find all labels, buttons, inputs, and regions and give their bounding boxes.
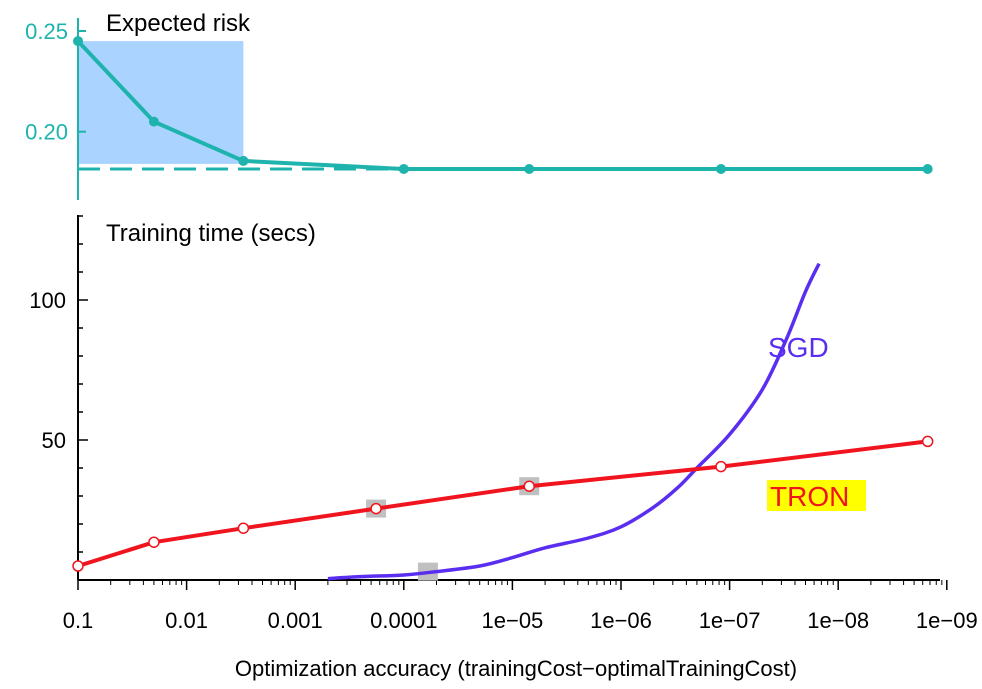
time-y-axis: 100 50 bbox=[29, 215, 88, 580]
sgd-line bbox=[327, 262, 821, 581]
x-tick-label: 1e−05 bbox=[482, 608, 544, 633]
risk-shaded-region bbox=[78, 41, 244, 164]
tron-point bbox=[237, 522, 250, 534]
x-tick-label: 1e−09 bbox=[916, 608, 978, 633]
time-y-tick-label: 100 bbox=[29, 288, 66, 313]
risk-y-tick-label: 0.25 bbox=[25, 19, 68, 44]
x-tick-label: 0.01 bbox=[165, 608, 208, 633]
tron-point bbox=[715, 460, 727, 473]
risk-y-tick-label: 0.20 bbox=[25, 120, 68, 145]
x-tick-label: 1e−07 bbox=[699, 608, 761, 633]
risk-point bbox=[716, 163, 727, 174]
x-tick-label: 1e−08 bbox=[807, 608, 869, 633]
risk-point bbox=[238, 155, 249, 166]
x-tick-label: 0.1 bbox=[63, 608, 94, 633]
time-y-tick-label: 50 bbox=[42, 428, 66, 453]
tron-series bbox=[72, 435, 934, 572]
risk-y-axis: 0.25 0.20 bbox=[25, 18, 86, 200]
sgd-series bbox=[327, 262, 821, 581]
risk-point bbox=[922, 163, 933, 174]
tron-point bbox=[370, 502, 382, 515]
time-panel-title: Training time (secs) bbox=[106, 220, 316, 247]
risk-panel-title: Expected risk bbox=[106, 10, 251, 37]
x-tick-label: 0.001 bbox=[268, 608, 323, 633]
risk-point bbox=[398, 163, 409, 174]
tron-label: TRON bbox=[770, 481, 849, 512]
x-tick-label: 1e−06 bbox=[590, 608, 652, 633]
x-axis: 0.1 0.01 0.001 0.0001 1e−05 1e−06 1e−07 1e−08 1e… bbox=[63, 579, 978, 633]
risk-point bbox=[148, 116, 159, 127]
risk-point bbox=[73, 36, 83, 47]
tron-point bbox=[72, 560, 84, 572]
risk-series bbox=[73, 36, 940, 174]
tron-point bbox=[921, 435, 934, 448]
risk-shade-rect bbox=[78, 41, 244, 164]
tron-point bbox=[523, 480, 535, 492]
tron-label-highlight bbox=[767, 480, 866, 511]
risk-point bbox=[524, 163, 535, 174]
tron-point bbox=[148, 536, 160, 548]
x-axis-title: Optimization accuracy (trainingCost−opti… bbox=[235, 656, 797, 681]
x-tick-label: 0.0001 bbox=[370, 608, 437, 633]
sgd-label: SGD bbox=[768, 332, 829, 363]
